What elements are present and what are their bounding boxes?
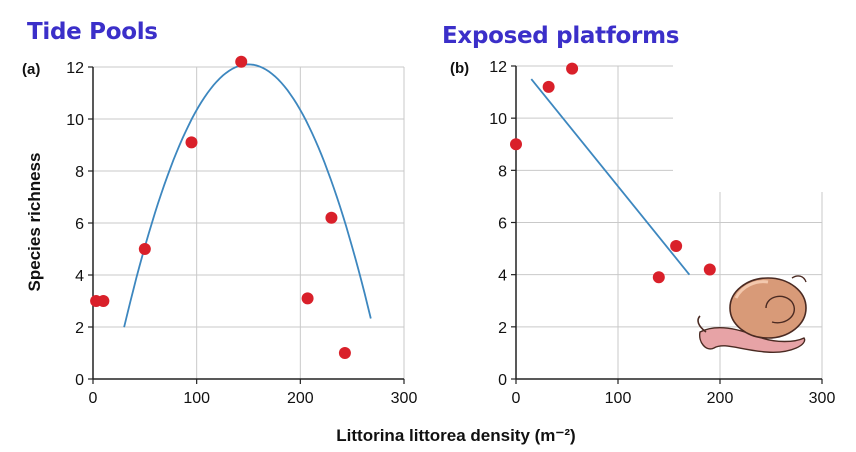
panel-a-title: Tide Pools bbox=[27, 19, 158, 45]
data-point bbox=[138, 243, 151, 255]
data-point bbox=[97, 295, 110, 307]
y-tick-label: 4 bbox=[498, 268, 507, 285]
panel-label: (b) bbox=[450, 60, 469, 77]
x-tick-label: 200 bbox=[707, 390, 734, 407]
panel-label: (a) bbox=[22, 61, 40, 78]
data-point bbox=[703, 263, 716, 276]
data-point bbox=[325, 211, 338, 224]
x-tick-label: 200 bbox=[287, 390, 314, 407]
y-tick-label: 2 bbox=[498, 320, 507, 337]
x-tick-label: 300 bbox=[391, 390, 418, 407]
y-tick-label: 12 bbox=[489, 59, 507, 76]
fit-curve bbox=[123, 63, 372, 328]
data-point bbox=[542, 80, 555, 93]
y-tick-label: 0 bbox=[75, 372, 84, 389]
snail-shell-whorl bbox=[765, 295, 795, 324]
snail-shell bbox=[729, 277, 807, 339]
data-point bbox=[510, 138, 522, 151]
y-tick-label: 10 bbox=[489, 111, 507, 128]
x-tick-label: 0 bbox=[512, 390, 521, 407]
snail-shell-tip bbox=[791, 275, 807, 283]
panel-b: (b) 0 2 4 6 8 10 12 0 100 200 300 bbox=[450, 59, 835, 407]
y-tick-label: 4 bbox=[75, 268, 84, 285]
y-tick-label: 2 bbox=[75, 320, 84, 337]
x-tick-label: 100 bbox=[605, 390, 632, 407]
y-tick-label: 6 bbox=[498, 216, 507, 233]
y-tick-label: 8 bbox=[75, 164, 84, 181]
data-point bbox=[566, 62, 579, 75]
y-tick-label: 8 bbox=[498, 163, 507, 180]
data-point bbox=[301, 292, 314, 305]
panel-a: (a) 0 2 4 6 8 10 12 0 100 200 300 bbox=[22, 55, 418, 407]
data-point bbox=[652, 271, 665, 284]
snail-tentacle bbox=[697, 315, 707, 333]
x-tick-label: 0 bbox=[89, 390, 98, 407]
data-point bbox=[185, 136, 198, 149]
fit-line bbox=[530, 78, 691, 276]
snail-shell-shade bbox=[734, 280, 769, 299]
panel-b-title: Exposed platforms bbox=[442, 23, 680, 49]
x-tick-label: 300 bbox=[809, 390, 836, 407]
y-tick-label: 12 bbox=[66, 60, 84, 77]
x-tick-label: 100 bbox=[183, 390, 210, 407]
data-point bbox=[338, 347, 351, 359]
data-point bbox=[235, 55, 248, 68]
y-axis-title: Species richness bbox=[25, 153, 44, 292]
y-tick-label: 0 bbox=[498, 372, 507, 389]
y-tick-label: 10 bbox=[66, 112, 84, 129]
y-tick-label: 6 bbox=[75, 216, 84, 233]
data-point bbox=[670, 239, 683, 252]
x-axis-title: Littorina littorea density (m⁻²) bbox=[336, 426, 575, 445]
snail-icon bbox=[697, 275, 807, 353]
